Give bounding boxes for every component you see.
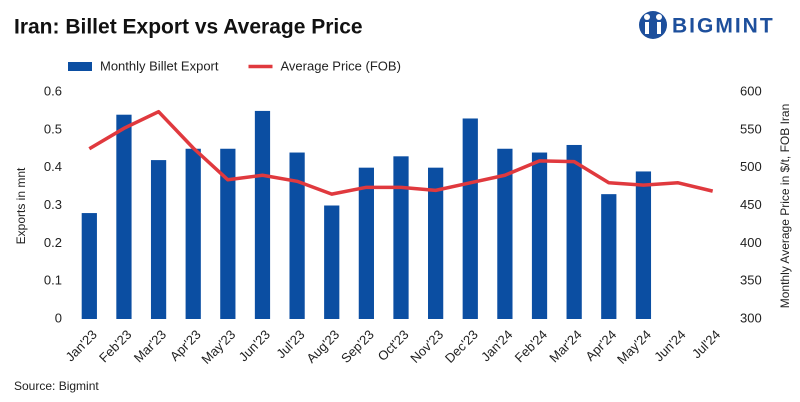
legend-label: Average Price (FOB) xyxy=(281,58,401,73)
logo-text: BIGMINT xyxy=(672,15,775,38)
y2-tick-label: 300 xyxy=(740,310,762,325)
x-tick-label: Jul'24 xyxy=(689,327,723,361)
x-tick-label: Jan'23 xyxy=(62,327,99,364)
x-tick-label: Jun'23 xyxy=(236,327,273,364)
bar xyxy=(220,148,236,319)
y2-tick-label: 600 xyxy=(740,83,762,98)
bar xyxy=(566,144,582,319)
x-tick-label: Mar'24 xyxy=(546,327,584,365)
x-tick-label: Mar'23 xyxy=(131,327,169,365)
bar xyxy=(150,160,167,319)
chart-title: Iran: Billet Export vs Average Price xyxy=(14,16,363,39)
y2-tick-label: 550 xyxy=(740,121,762,136)
y-axis-title: Exports in mnt xyxy=(14,167,28,244)
y-tick-label: 0.1 xyxy=(44,273,62,288)
y-tick-label: 0.2 xyxy=(44,235,62,250)
x-tick-label: Jun'24 xyxy=(651,327,688,364)
y-tick-label: 0.6 xyxy=(44,83,62,98)
x-tick-label: Jan'24 xyxy=(478,327,515,364)
y2-tick-label: 400 xyxy=(740,235,762,250)
source: Source: Bigmint xyxy=(14,379,99,393)
legend-label: Monthly Billet Export xyxy=(100,58,219,73)
x-tick-label: Nov'23 xyxy=(407,327,446,366)
y-tick-label: 0.5 xyxy=(44,121,62,136)
bar xyxy=(635,171,652,319)
y2-tick-label: 450 xyxy=(740,197,762,212)
bar xyxy=(393,156,409,319)
x-tick-label: May'23 xyxy=(198,327,238,367)
bar xyxy=(358,167,374,319)
y2-tick-label: 350 xyxy=(740,273,762,288)
bar xyxy=(531,152,548,319)
bar xyxy=(497,148,513,319)
bar xyxy=(81,213,97,319)
x-tick-label: Feb'24 xyxy=(512,327,550,365)
x-tick-label: Oct'23 xyxy=(375,327,412,364)
y-tick-label: 0 xyxy=(55,310,62,325)
bar xyxy=(254,110,271,320)
x-tick-label: Apr'23 xyxy=(167,327,204,364)
bar xyxy=(601,194,617,319)
x-tick-label: Aug'23 xyxy=(303,327,342,366)
bar xyxy=(324,205,340,319)
y-tick-label: 0.3 xyxy=(44,197,62,212)
bar xyxy=(428,167,444,319)
y-tick-label: 0.4 xyxy=(44,159,62,174)
y2-axis-title: Monthly Average Price in $/t, FOB Iran xyxy=(778,104,792,309)
x-tick-label: Dec'23 xyxy=(442,327,481,366)
y2-tick-label: 500 xyxy=(740,159,762,174)
x-tick-label: Feb'23 xyxy=(96,327,134,365)
x-tick-label: Apr'24 xyxy=(582,327,619,364)
bar xyxy=(185,148,201,319)
x-tick-label: Sep'23 xyxy=(338,327,377,366)
x-tick-label: May'24 xyxy=(614,327,654,367)
bar xyxy=(289,152,305,319)
x-tick-label: Jul'23 xyxy=(273,327,307,361)
legend-swatch xyxy=(68,62,92,71)
bar xyxy=(116,114,132,319)
logo-icon xyxy=(639,11,667,39)
bar xyxy=(462,118,478,319)
price-line xyxy=(88,109,714,196)
